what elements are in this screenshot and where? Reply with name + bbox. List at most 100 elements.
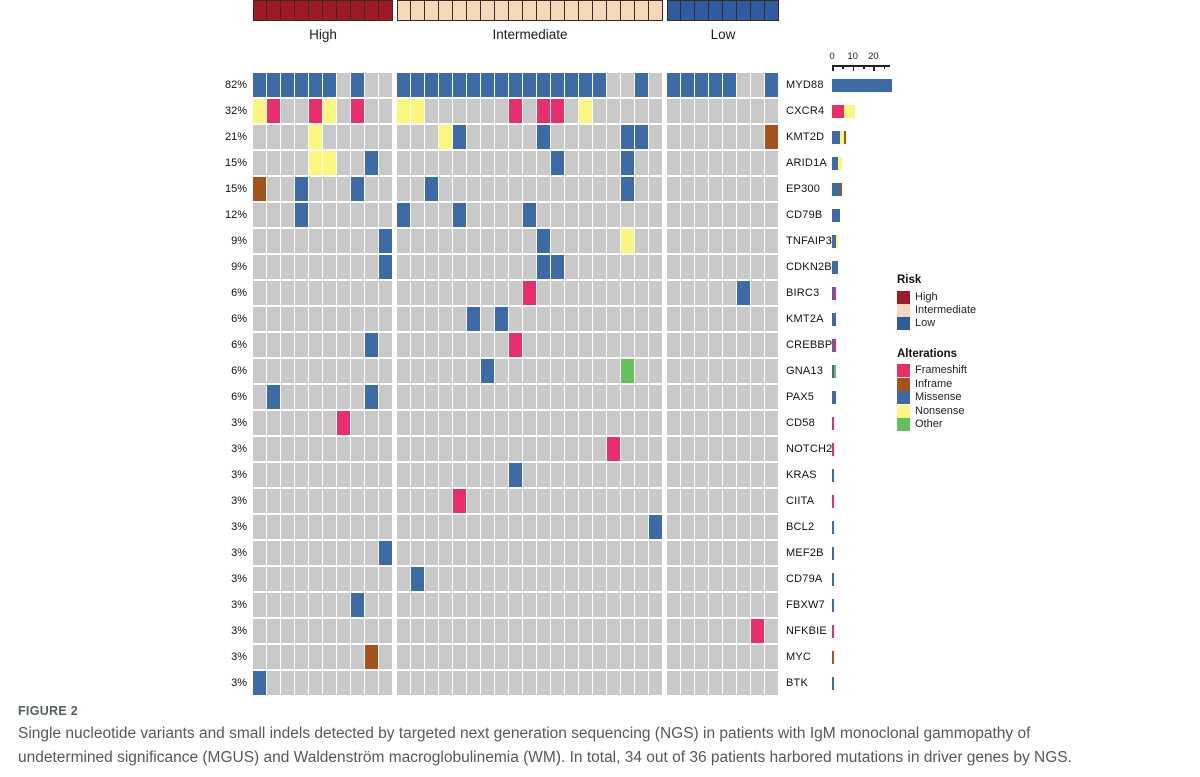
oncoprint-cell-CXCR4-col25 (593, 99, 606, 123)
gene-label-KMT2A: KMT2A (786, 313, 824, 325)
oncoprint-cell-CDKN2B-col3 (281, 255, 294, 279)
oncoprint-cell-KMT2A-col4 (295, 307, 308, 331)
oncoprint-cell-NFKBIE-col6 (323, 619, 336, 643)
oncoprint-cell-MYC-col2 (267, 645, 280, 669)
oncoprint-cell-BCL2-col28 (635, 515, 648, 539)
oncoprint-cell-BTK-col25 (593, 671, 606, 695)
oncoprint-cell-CD79A-col13 (425, 567, 438, 591)
oncoprint-cell-PAX5-col3 (281, 385, 294, 409)
oncoprint-cell-CREBBP-col35 (737, 333, 750, 357)
count-bar-BIRC3-missense (832, 286, 835, 300)
oncoprint-cell-KMT2D-col33 (709, 125, 722, 149)
count-bar-CREBBP-frameshift (834, 338, 837, 352)
oncoprint-cell-CD58-col33 (709, 411, 722, 435)
oncoprint-cell-MYC-col30 (667, 645, 680, 669)
oncoprint-cell-CD79B-col14 (439, 203, 452, 227)
oncoprint-cell-GNA13-col5 (309, 359, 322, 383)
oncoprint-cell-CREBBP-col27 (621, 333, 634, 357)
oncoprint-cell-EP300-col1-inframe (253, 177, 266, 201)
oncoprint-cell-CIITA-col2 (267, 489, 280, 513)
oncoprint-cell-PAX5-col5 (309, 385, 322, 409)
oncoprint-cell-CD58-col32 (695, 411, 708, 435)
oncoprint-cell-FBXW7-col32 (695, 593, 708, 617)
oncoprint-cell-FBXW7-col20 (523, 593, 536, 617)
oncoprint-cell-GNA13-col17-missense (481, 359, 494, 383)
oncoprint-cell-CD79A-col4 (295, 567, 308, 591)
oncoprint-cell-BTK-col29 (649, 671, 662, 695)
oncoprint-cell-CDKN2B-col22-missense (551, 255, 564, 279)
oncoprint-cell-CIITA-col32 (695, 489, 708, 513)
oncoprint-cell-CDKN2B-col28 (635, 255, 648, 279)
risk-annotation-cell (680, 0, 695, 21)
count-bar-CXCR4-frameshift (832, 104, 845, 118)
oncoprint-cell-PAX5-col25 (593, 385, 606, 409)
oncoprint-cell-NFKBIE-col17 (481, 619, 494, 643)
oncoprint-cell-CD79A-col17 (481, 567, 494, 591)
oncoprint-cell-EP300-col19 (509, 177, 522, 201)
oncoprint-cell-KRAS-col37 (765, 463, 778, 487)
oncoprint-cell-MEF2B-col31 (681, 541, 694, 565)
oncoprint-cell-NOTCH2-col4 (295, 437, 308, 461)
oncoprint-cell-MYC-col27 (621, 645, 634, 669)
oncoprint-cell-CD79B-col27 (621, 203, 634, 227)
oncoprint-cell-FBXW7-col37 (765, 593, 778, 617)
oncoprint-cell-FBXW7-col2 (267, 593, 280, 617)
oncoprint-cell-KMT2D-col31 (681, 125, 694, 149)
oncoprint-cell-KMT2D-col11 (397, 125, 410, 149)
oncoprint-cell-MYC-col11 (397, 645, 410, 669)
oncoprint-cell-CDKN2B-col25 (593, 255, 606, 279)
oncoprint-cell-ARID1A-col33 (709, 151, 722, 175)
oncoprint-cell-MEF2B-col25 (593, 541, 606, 565)
oncoprint-cell-BIRC3-col24 (579, 281, 592, 305)
oncoprint-cell-NFKBIE-col2 (267, 619, 280, 643)
oncoprint-cell-EP300-col36 (751, 177, 764, 201)
oncoprint-cell-PAX5-col6 (323, 385, 336, 409)
gene-label-CD58: CD58 (786, 417, 815, 429)
count-bar-KRAS-missense (832, 468, 835, 482)
oncoprint-cell-FBXW7-col17 (481, 593, 494, 617)
oncoprint-cell-MEF2B-col24 (579, 541, 592, 565)
oncoprint-cell-CD79A-col19 (509, 567, 522, 591)
oncoprint-cell-MYC-col29 (649, 645, 662, 669)
oncoprint-cell-BCL2-col15 (453, 515, 466, 539)
oncoprint-cell-PAX5-col35 (737, 385, 750, 409)
oncoprint-cell-PAX5-col10 (379, 385, 392, 409)
oncoprint-cell-MYC-col3 (281, 645, 294, 669)
oncoprint-cell-NOTCH2-col30 (667, 437, 680, 461)
oncoprint-cell-CIITA-col11 (397, 489, 410, 513)
oncoprint-cell-TNFAIP3-col8 (351, 229, 364, 253)
oncoprint-cell-GNA13-col27-other (621, 359, 634, 383)
oncoprint-cell-EP300-col23 (565, 177, 578, 201)
oncoprint-cell-GNA13-col3 (281, 359, 294, 383)
oncoprint-cell-KMT2D-col25 (593, 125, 606, 149)
oncoprint-cell-CDKN2B-col27 (621, 255, 634, 279)
oncoprint-cell-NFKBIE-col12 (411, 619, 424, 643)
oncoprint-cell-CD58-col30 (667, 411, 680, 435)
oncoprint-cell-CREBBP-col12 (411, 333, 424, 357)
oncoprint-cell-CD58-col8 (351, 411, 364, 435)
oncoprint-cell-BTK-col2 (267, 671, 280, 695)
row-percent-CDKN2B: 9% (231, 261, 247, 273)
oncoprint-cell-ARID1A-col32 (695, 151, 708, 175)
risk-annotation-cell (378, 0, 393, 21)
oncoprint-cell-BTK-col26 (607, 671, 620, 695)
oncoprint-cell-TNFAIP3-col19 (509, 229, 522, 253)
oncoprint-cell-GNA13-col1 (253, 359, 266, 383)
oncoprint-cell-CXCR4-col16 (467, 99, 480, 123)
oncoprint-cell-BTK-col15 (453, 671, 466, 695)
oncoprint-cell-PAX5-col29 (649, 385, 662, 409)
oncoprint-cell-MYD88-col29 (649, 73, 662, 97)
oncoprint-cell-NFKBIE-col21 (537, 619, 550, 643)
oncoprint-cell-CD79A-col37 (765, 567, 778, 591)
oncoprint-cell-NOTCH2-col13 (425, 437, 438, 461)
oncoprint-cell-MYC-col37 (765, 645, 778, 669)
oncoprint-cell-CDKN2B-col14 (439, 255, 452, 279)
risk-annotation-cell (280, 0, 295, 21)
oncoprint-cell-FBXW7-col31 (681, 593, 694, 617)
risk-annotation-cell (294, 0, 309, 21)
gene-label-MYC: MYC (786, 651, 812, 663)
oncoprint-cell-KMT2D-col29 (649, 125, 662, 149)
oncoprint-cell-KMT2D-col12 (411, 125, 424, 149)
oncoprint-cell-PAX5-col31 (681, 385, 694, 409)
oncoprint-cell-NFKBIE-col31 (681, 619, 694, 643)
